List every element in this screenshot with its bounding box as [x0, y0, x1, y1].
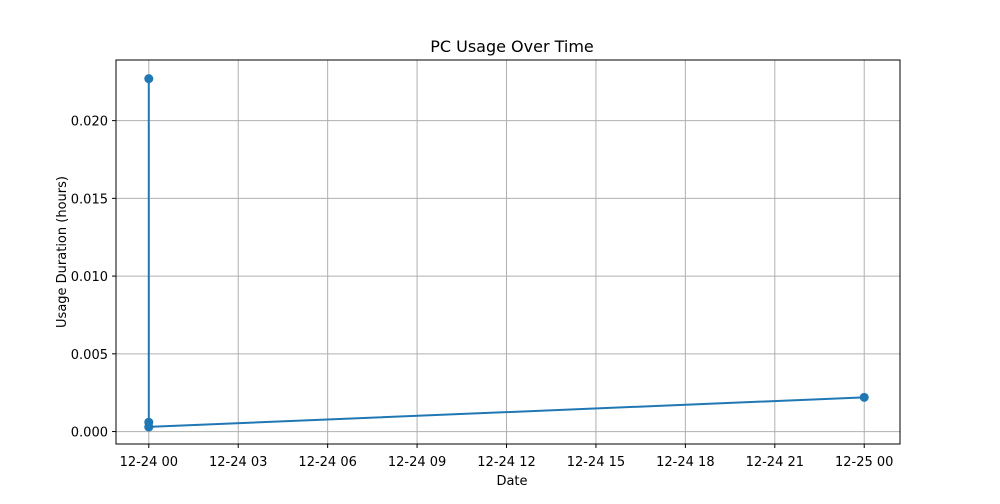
y-tick-label: 0.020	[71, 115, 108, 130]
plot-area-frame	[116, 60, 900, 444]
x-tick-label: 12-24 18	[656, 455, 714, 470]
x-tick-label: 12-24 03	[209, 455, 267, 470]
y-tick-label: 0.010	[71, 270, 108, 285]
data-point	[860, 393, 869, 402]
data-point	[144, 422, 153, 431]
y-tick-label: 0.015	[71, 192, 108, 207]
y-axis-ticks: 0.000 0.005 0.010 0.015 0.020	[71, 115, 116, 441]
x-tick-label: 12-25 00	[835, 455, 893, 470]
x-tick-label: 12-24 12	[477, 455, 535, 470]
y-axis-label: Usage Duration (hours)	[55, 176, 70, 328]
x-tick-label: 12-24 21	[746, 455, 804, 470]
x-tick-label: 12-24 15	[567, 455, 625, 470]
x-tick-label: 12-24 06	[298, 455, 356, 470]
x-axis-label: Date	[496, 474, 527, 489]
chart-title: PC Usage Over Time	[430, 37, 594, 56]
x-tick-label: 12-24 09	[388, 455, 446, 470]
y-tick-label: 0.000	[71, 426, 108, 441]
x-tick-label: 12-24 00	[120, 455, 178, 470]
grid	[116, 60, 900, 444]
y-tick-label: 0.005	[71, 348, 108, 363]
x-axis-ticks: 12-24 00 12-24 03 12-24 06 12-24 09 12-24 12…	[120, 444, 894, 470]
data-point	[144, 74, 153, 83]
